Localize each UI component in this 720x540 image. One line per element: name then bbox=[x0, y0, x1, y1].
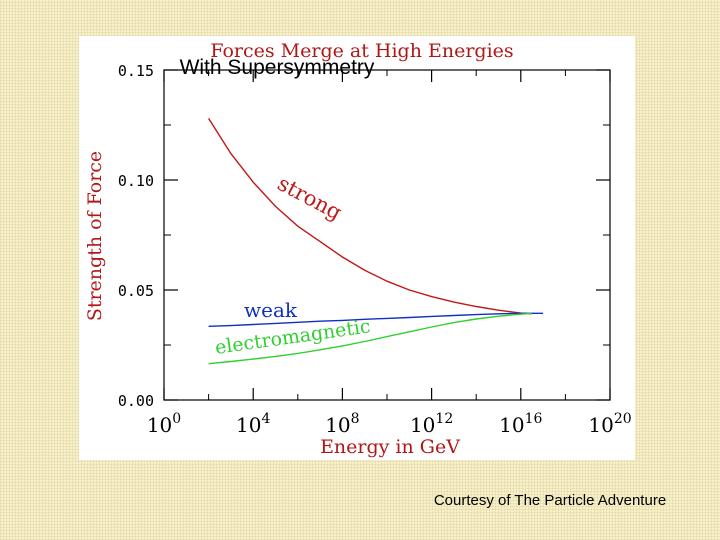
x-axis-label: Energy in GeV bbox=[320, 436, 460, 458]
series-label-strong: strong bbox=[274, 171, 346, 225]
chart-subtitle: With Supersymmetry bbox=[177, 56, 377, 80]
y-tick-label-0: 0.00 bbox=[118, 392, 154, 410]
x-tick-label-3: 1012 bbox=[410, 411, 453, 437]
series-label-weak: weak bbox=[244, 298, 298, 322]
x-tick-label-4: 1016 bbox=[499, 411, 542, 437]
x-tick-label-5: 1020 bbox=[588, 411, 631, 437]
x-tick-label-0: 100 bbox=[147, 411, 181, 437]
chart: 100 104 108 1012 1016 1020 0.00 0.05 0.10 0.15 str… bbox=[79, 36, 635, 460]
credit-text: Courtesy of The Particle Adventure bbox=[380, 492, 720, 509]
y-tick-label-3: 0.15 bbox=[118, 62, 154, 80]
figure-panel: 100 104 108 1012 1016 1020 0.00 0.05 0.10 0.15 str… bbox=[79, 36, 635, 460]
series-strong-line bbox=[209, 118, 532, 313]
x-tick-label-1: 104 bbox=[236, 411, 270, 437]
y-axis-label: Strength of Force bbox=[84, 151, 106, 321]
y-tick-label-1: 0.05 bbox=[118, 282, 154, 300]
y-tick-label-2: 0.10 bbox=[118, 172, 154, 190]
x-tick-label-2: 108 bbox=[325, 411, 359, 437]
